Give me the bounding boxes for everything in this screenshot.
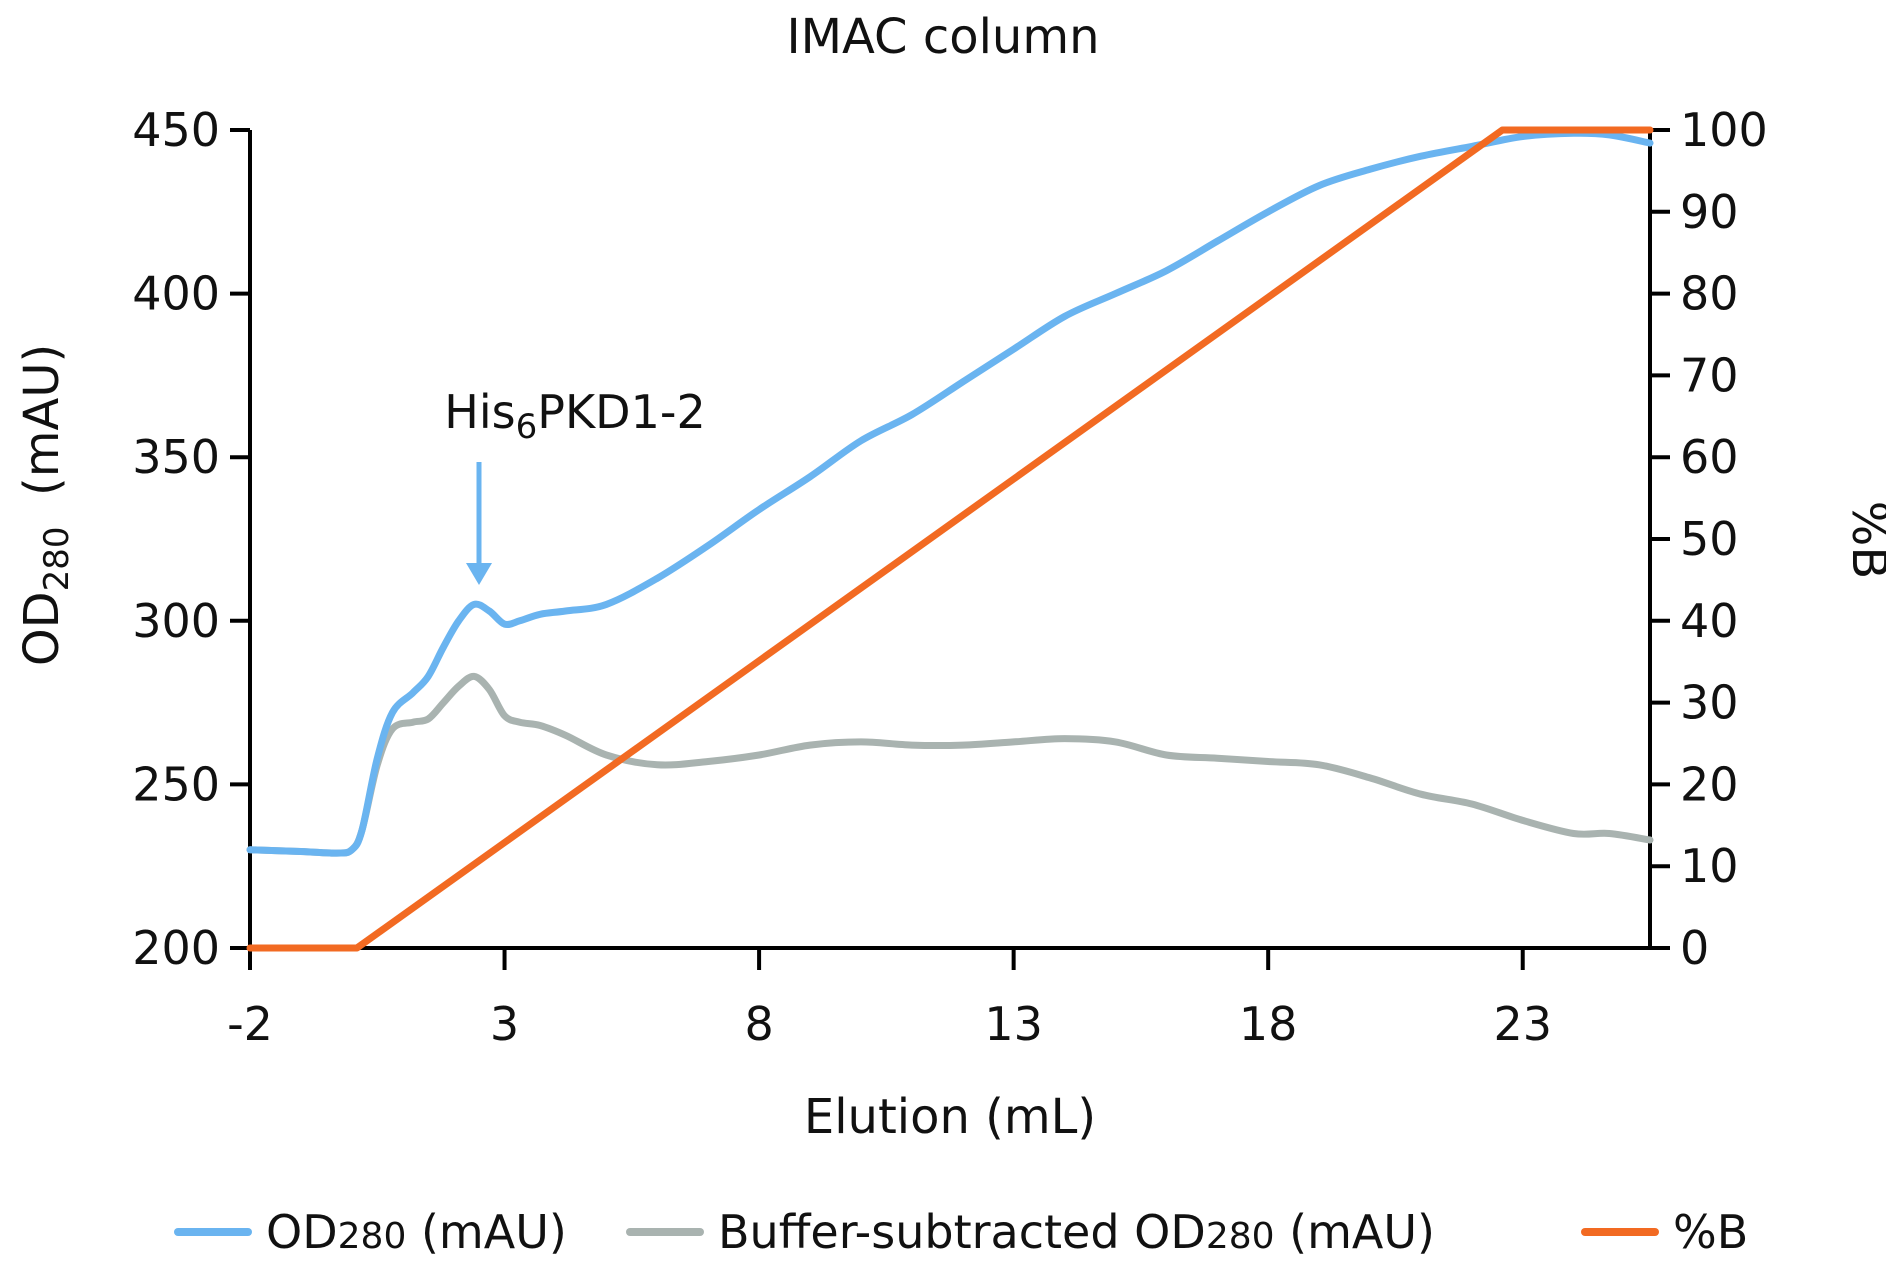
x-tick-label: -2 bbox=[227, 997, 273, 1051]
y2-tick-label: 80 bbox=[1680, 267, 1739, 321]
axes bbox=[248, 130, 1652, 950]
y-tick-label: 200 bbox=[132, 921, 220, 975]
x-tick-label: 8 bbox=[744, 997, 773, 1051]
series-line-2 bbox=[246, 126, 1654, 952]
ticks: 200 250 300 350 400 450 0 10 20 30 40 50 60 70 80 90 100… bbox=[132, 103, 1768, 1051]
y2-tick-label: 50 bbox=[1680, 512, 1739, 566]
x-tick-label: 18 bbox=[1239, 997, 1298, 1051]
chart-title: IMAC column bbox=[786, 9, 1099, 65]
y2-tick-label: 100 bbox=[1680, 103, 1768, 157]
series-line-0 bbox=[246, 129, 1654, 857]
y2-tick-label: 60 bbox=[1680, 430, 1739, 484]
y-tick-label: 250 bbox=[132, 757, 220, 811]
y-axis-title-tail: (mAU) bbox=[14, 344, 70, 527]
y2-tick-label: 0 bbox=[1680, 921, 1709, 975]
annotation-sub: 6 bbox=[516, 407, 538, 447]
x-tick-label: 23 bbox=[1493, 997, 1552, 1051]
y-tick-label: 350 bbox=[132, 430, 220, 484]
legend: OD280 (mAU) Buffer-subtracted OD280 (mAU)… bbox=[174, 1205, 1748, 1259]
y-tick-label: 400 bbox=[132, 267, 220, 321]
annotation-arrow-head bbox=[466, 563, 492, 585]
y2-tick-label: 30 bbox=[1680, 676, 1739, 730]
annotation-tail: PKD1-2 bbox=[537, 385, 705, 439]
y2-tick-label: 20 bbox=[1680, 757, 1739, 811]
x-tick-label: 3 bbox=[490, 997, 519, 1051]
y-axis-title: OD280 (mAU) bbox=[14, 344, 77, 666]
annotation: His6PKD1-2 bbox=[444, 385, 706, 585]
y-tick-label: 300 bbox=[132, 594, 220, 648]
series-layer bbox=[246, 126, 1654, 952]
x-tick-label: 13 bbox=[984, 997, 1043, 1051]
y-tick-label: 450 bbox=[132, 103, 220, 157]
legend-label-2: %B bbox=[1673, 1205, 1748, 1259]
y-axis-title-main: OD bbox=[14, 591, 70, 666]
y2-tick-label: 10 bbox=[1680, 839, 1739, 893]
x-axis-title: Elution (mL) bbox=[804, 1089, 1096, 1145]
series-line-1 bbox=[246, 672, 1654, 857]
y2-tick-label: 70 bbox=[1680, 348, 1739, 402]
legend-label-1: Buffer-subtracted OD280 (mAU) bbox=[718, 1205, 1435, 1259]
legend-label-0: OD280 (mAU) bbox=[266, 1205, 567, 1259]
y2-tick-label: 40 bbox=[1680, 594, 1739, 648]
annotation-main: His bbox=[444, 385, 515, 439]
y-axis-title-sub: 280 bbox=[37, 527, 77, 592]
y2-axis-title: %B bbox=[1841, 501, 1886, 580]
annotation-label: His6PKD1-2 bbox=[444, 385, 705, 447]
y2-tick-label: 90 bbox=[1680, 185, 1739, 239]
